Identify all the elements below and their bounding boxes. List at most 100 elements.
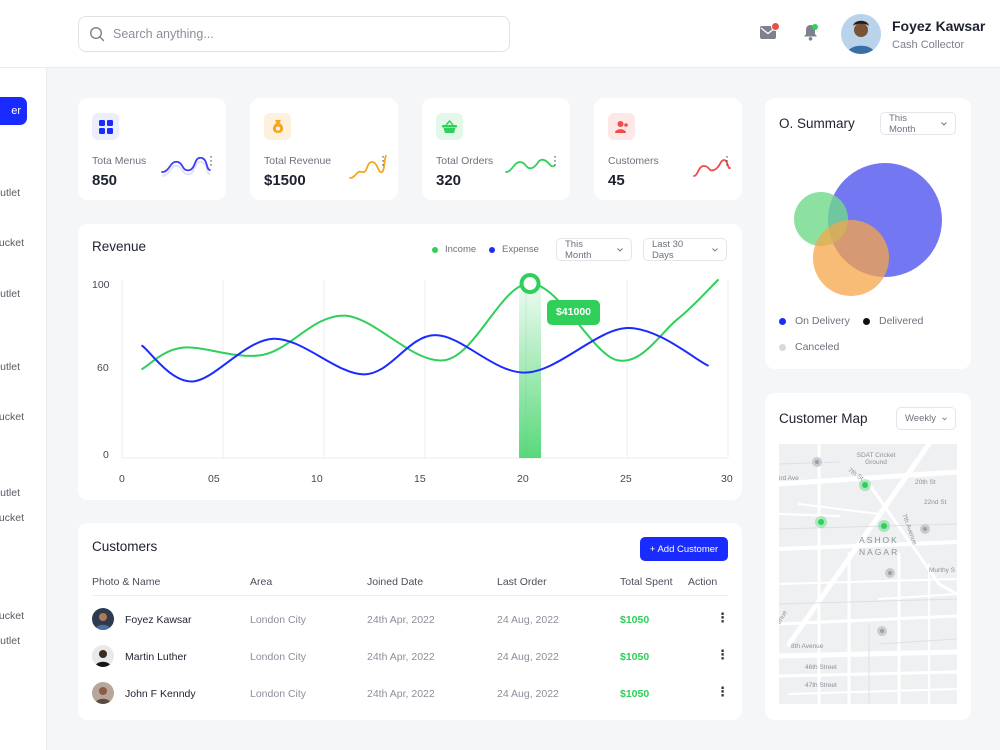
revenue-card — [78, 224, 742, 500]
map-title: Customer Map — [779, 411, 868, 426]
more-icon[interactable]: · · · — [725, 149, 729, 171]
customer-joined: 24th Apr, 2022 — [367, 688, 435, 700]
customers-title: Customers — [92, 539, 158, 554]
more-icon[interactable]: · · · — [381, 149, 385, 171]
map-label: ASHOK — [859, 535, 899, 545]
stat-card-customers[interactable]: Customers 45 · · · — [594, 98, 742, 200]
customer-area: London City — [250, 651, 307, 663]
notification-button[interactable] — [803, 24, 818, 46]
chevron-down-icon — [942, 416, 947, 420]
legend-dot — [863, 317, 870, 325]
mail-button[interactable] — [760, 22, 780, 44]
y-tick-label: 100 — [92, 279, 110, 291]
sidebar-item[interactable]: utlet — [0, 487, 20, 499]
map-view[interactable]: SDAT Cricket Ground 7th St 20th St 22nd … — [779, 444, 957, 704]
legend-expense: Expense — [489, 244, 539, 255]
money-bag-icon — [264, 113, 291, 140]
column-header: Last Order — [497, 576, 547, 588]
customers-card — [78, 523, 742, 720]
map-roads — [779, 444, 957, 704]
customer-name: Martin Luther — [125, 651, 187, 663]
y-tick-label: 0 — [103, 449, 109, 461]
x-tick-label: 10 — [311, 473, 323, 485]
map-label: ird Ave — [779, 475, 799, 482]
notification-dot — [812, 24, 818, 30]
more-icon[interactable]: ⋮ — [716, 647, 729, 662]
y-tick-label: 60 — [97, 362, 109, 374]
top-bar: Foyez Kawsar Cash Collector — [0, 0, 1000, 68]
stat-card-orders[interactable]: Total Orders 320 · · · — [422, 98, 570, 200]
sidebar-item[interactable]: utlet — [0, 288, 20, 300]
venn-chart — [794, 163, 942, 296]
sidebar-item[interactable]: ucket — [0, 610, 24, 622]
sidebar-active-button[interactable]: er — [0, 97, 27, 125]
x-tick-label: 30 — [721, 473, 733, 485]
more-icon[interactable]: ⋮ — [716, 610, 729, 625]
legend-income: Income — [432, 244, 476, 255]
customer-name: John F Kenndy — [125, 688, 196, 700]
legend-delivered: Delivered — [863, 315, 923, 327]
users-icon — [608, 113, 635, 140]
dropdown-label: This Month — [889, 112, 916, 135]
stat-value: 45 — [608, 172, 625, 189]
sidebar-item[interactable]: ucket — [0, 411, 24, 423]
column-header: Action — [688, 576, 718, 588]
x-tick-label: 05 — [208, 473, 220, 485]
legend-dot — [779, 343, 786, 351]
series-line-income — [141, 279, 719, 370]
map-label: SDAT Cricket Ground — [856, 452, 896, 466]
map-label: 46th Street — [805, 664, 837, 671]
more-icon[interactable]: · · · — [209, 149, 213, 171]
customer-last-order: 24 Aug, 2022 — [497, 651, 559, 663]
map-label: 20th St — [915, 479, 936, 486]
avatar — [92, 608, 114, 630]
user-avatar[interactable] — [841, 14, 881, 54]
sidebar-item[interactable]: ucket — [0, 237, 24, 249]
map-label: Murthy S — [929, 567, 956, 574]
chevron-down-icon — [712, 247, 718, 252]
customer-spent: $1050 — [620, 651, 650, 663]
dropdown-label: Last 30 Days — [652, 238, 684, 261]
sidebar-item[interactable]: ucket — [0, 512, 24, 524]
chevron-down-icon — [941, 121, 947, 126]
more-icon[interactable]: ⋮ — [716, 684, 729, 699]
stat-value: 320 — [436, 172, 462, 189]
summary-period-dropdown[interactable]: This Month — [880, 112, 956, 135]
search-icon — [89, 26, 105, 42]
more-icon[interactable]: · · · — [553, 149, 557, 171]
map-label: 47th Street — [805, 682, 837, 689]
summary-title: O. Summary — [779, 116, 855, 131]
chart-tooltip: $41000 — [547, 300, 600, 325]
sidebar-item[interactable]: utlet — [0, 635, 20, 647]
column-header: Joined Date — [367, 576, 424, 588]
highlight-point[interactable] — [519, 273, 541, 295]
grid-icon — [92, 113, 119, 140]
customer-spent: $1050 — [620, 614, 650, 626]
revenue-range-dropdown[interactable]: Last 30 Days — [643, 238, 727, 261]
legend-dot — [779, 317, 786, 325]
legend-label: Expense — [502, 244, 539, 255]
customer-last-order: 24 Aug, 2022 — [497, 688, 559, 700]
venn-circle-delivered — [813, 220, 889, 296]
add-customer-button[interactable]: + Add Customer — [640, 537, 728, 561]
sidebar-item[interactable]: utlet — [0, 361, 20, 373]
avatar — [92, 645, 114, 667]
stat-card-menus[interactable]: Tota Menus 850 · · · — [78, 98, 226, 200]
search-input[interactable] — [113, 27, 493, 41]
stat-value: $1500 — [264, 172, 306, 189]
legend-dot — [489, 246, 495, 253]
revenue-period-dropdown[interactable]: This Month — [556, 238, 632, 261]
stat-label: Customers — [608, 155, 659, 167]
sidebar-item[interactable]: utlet — [0, 187, 20, 199]
stat-card-revenue[interactable]: Total Revenue $1500 · · · — [250, 98, 398, 200]
map-period-dropdown[interactable]: Weekly — [896, 407, 956, 430]
series-line-expense — [141, 327, 709, 383]
stat-label: Total Orders — [436, 155, 494, 167]
map-label: 22nd St — [924, 499, 947, 506]
column-header: Photo & Name — [92, 576, 161, 588]
x-tick-label: 20 — [517, 473, 529, 485]
search-box[interactable] — [78, 16, 510, 52]
sparkline-icon — [349, 155, 387, 179]
sparkline-icon — [693, 159, 731, 177]
customer-joined: 24th Apr, 2022 — [367, 651, 435, 663]
